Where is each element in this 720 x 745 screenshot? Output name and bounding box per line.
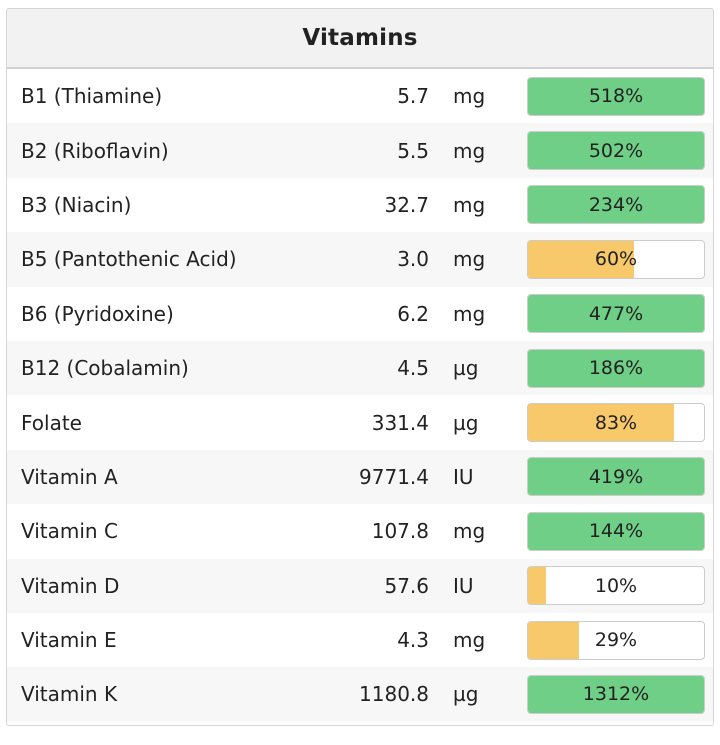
daily-value-percent: 419%: [588, 465, 644, 488]
vitamin-amount: 6.2: [397, 301, 429, 326]
daily-value-percent: 234%: [588, 193, 644, 216]
table-row: B1 (Thiamine) 5.7 mg 518%: [7, 69, 713, 123]
daily-value-bar: 144%: [527, 511, 705, 551]
daily-value-bar: 29%: [527, 620, 705, 660]
daily-value-percent: 144%: [588, 520, 644, 543]
vitamin-amount: 3.0: [397, 247, 429, 272]
vitamin-amount: 5.7: [397, 84, 429, 109]
vitamin-table: B1 (Thiamine) 5.7 mg 518% B2 (Riboflavin) 5.5…: [7, 69, 713, 722]
vitamin-name: B3 (Niacin): [21, 192, 132, 217]
vitamin-unit: mg: [453, 247, 486, 272]
vitamin-unit: mg: [453, 519, 486, 544]
vitamin-amount: 331.4: [371, 410, 429, 435]
daily-value-bar-fill: [528, 404, 675, 442]
panel-title: Vitamins: [302, 25, 418, 51]
daily-value-bar: 83%: [527, 403, 705, 443]
daily-value-bar: 10%: [527, 566, 705, 606]
vitamin-unit: IU: [453, 573, 474, 598]
table-row: B5 (Pantothenic Acid) 3.0 mg 60%: [7, 232, 713, 287]
vitamin-unit: IU: [453, 464, 474, 489]
vitamins-panel: Vitamins B1 (Thiamine) 5.7 mg 518% B2 (Ribof…: [6, 8, 714, 726]
daily-value-bar-fill: [528, 512, 704, 550]
vitamin-unit: mg: [453, 84, 486, 109]
vitamin-unit: µg: [453, 682, 479, 707]
table-row: Folate 331.4 µg 83%: [7, 395, 713, 449]
table-row: Vitamin C 107.8 mg 144%: [7, 504, 713, 558]
daily-value-bar: 186%: [527, 348, 705, 388]
daily-value-percent: 60%: [594, 248, 638, 271]
panel-header: Vitamins: [7, 9, 713, 69]
daily-value-percent: 502%: [588, 139, 644, 162]
daily-value-bar: 234%: [527, 185, 705, 225]
daily-value-bar-fill: [528, 240, 634, 278]
daily-value-bar-fill: [528, 295, 704, 333]
table-row: Vitamin A 9771.4 IU 419%: [7, 449, 713, 505]
vitamin-unit: mg: [453, 301, 486, 326]
vitamin-amount: 4.5: [397, 356, 429, 381]
daily-value-percent: 1312%: [582, 683, 650, 706]
vitamin-name: Vitamin A: [21, 464, 118, 489]
vitamin-name: B1 (Thiamine): [21, 84, 163, 109]
vitamin-amount: 57.6: [384, 573, 429, 598]
table-row: B2 (Riboflavin) 5.5 mg 502%: [7, 123, 713, 178]
vitamin-name: B12 (Cobalamin): [21, 356, 189, 381]
vitamin-name: Vitamin D: [21, 573, 120, 598]
daily-value-bar: 477%: [527, 294, 705, 334]
vitamin-name: Vitamin E: [21, 628, 117, 653]
table-row: B3 (Niacin) 32.7 mg 234%: [7, 178, 713, 232]
daily-value-bar: 518%: [527, 76, 705, 116]
table-row: Vitamin E 4.3 mg 29%: [7, 613, 713, 667]
vitamin-amount: 9771.4: [359, 464, 429, 489]
vitamin-unit: mg: [453, 192, 486, 217]
daily-value-percent: 29%: [594, 629, 638, 652]
daily-value-bar: 1312%: [527, 674, 705, 714]
table-row: B6 (Pyridoxine) 6.2 mg 477%: [7, 287, 713, 341]
daily-value-bar-fill: [528, 567, 546, 605]
daily-value-bar-fill: [528, 186, 704, 224]
vitamin-name: B5 (Pantothenic Acid): [21, 247, 237, 272]
daily-value-percent: 477%: [588, 302, 644, 325]
vitamin-name: Vitamin C: [21, 519, 118, 544]
daily-value-bar-fill: [528, 132, 704, 170]
vitamin-amount: 1180.8: [359, 682, 429, 707]
vitamin-amount: 5.5: [397, 138, 429, 163]
vitamin-name: B2 (Riboflavin): [21, 138, 169, 163]
daily-value-percent: 186%: [588, 357, 644, 380]
vitamin-unit: mg: [453, 628, 486, 653]
daily-value-bar: 419%: [527, 457, 705, 497]
table-row: B12 (Cobalamin) 4.5 µg 186%: [7, 340, 713, 396]
daily-value-percent: 83%: [594, 411, 638, 434]
table-row: Vitamin K 1180.8 µg 1312%: [7, 667, 713, 722]
vitamin-amount: 4.3: [397, 628, 429, 653]
daily-value-bar-fill: [528, 621, 580, 659]
vitamin-name: B6 (Pyridoxine): [21, 301, 174, 326]
daily-value-percent: 10%: [594, 574, 638, 597]
vitamin-unit: mg: [453, 138, 486, 163]
vitamin-amount: 32.7: [384, 192, 429, 217]
daily-value-bar-fill: [528, 458, 704, 496]
vitamin-name: Folate: [21, 410, 82, 435]
daily-value-percent: 518%: [588, 85, 644, 108]
daily-value-bar-fill: [528, 349, 704, 387]
daily-value-bar-fill: [528, 675, 704, 713]
vitamin-unit: µg: [453, 410, 479, 435]
vitamin-amount: 107.8: [371, 519, 429, 544]
daily-value-bar-fill: [528, 77, 704, 115]
daily-value-bar: 60%: [527, 239, 705, 279]
daily-value-bar: 502%: [527, 131, 705, 171]
table-row: Vitamin D 57.6 IU 10%: [7, 558, 713, 613]
vitamin-name: Vitamin K: [21, 682, 118, 707]
vitamin-unit: µg: [453, 356, 479, 381]
